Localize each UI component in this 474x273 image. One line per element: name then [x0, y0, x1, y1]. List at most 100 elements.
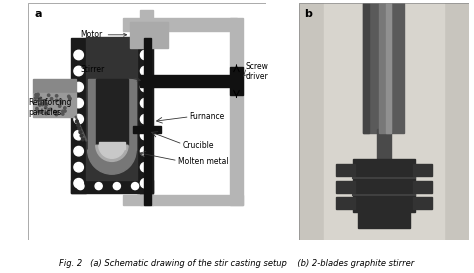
Circle shape: [69, 97, 71, 99]
Bar: [144, 38, 151, 205]
Circle shape: [45, 103, 47, 106]
Circle shape: [38, 104, 41, 106]
Bar: [144, 86, 151, 133]
Circle shape: [45, 103, 47, 106]
Circle shape: [79, 131, 82, 133]
Wedge shape: [99, 145, 125, 158]
Bar: [336, 197, 355, 209]
Circle shape: [140, 50, 150, 60]
Bar: [364, 3, 369, 133]
Wedge shape: [96, 145, 128, 161]
Circle shape: [44, 103, 46, 105]
Circle shape: [60, 102, 63, 104]
Circle shape: [74, 130, 83, 140]
Circle shape: [34, 97, 36, 99]
Circle shape: [43, 100, 46, 103]
Circle shape: [37, 93, 39, 96]
Circle shape: [80, 134, 83, 137]
Bar: [230, 67, 243, 95]
Circle shape: [41, 111, 43, 113]
Circle shape: [74, 66, 83, 76]
Circle shape: [68, 95, 70, 98]
Circle shape: [37, 110, 40, 112]
Circle shape: [59, 99, 62, 101]
Bar: [413, 197, 432, 209]
Bar: [413, 164, 432, 176]
Circle shape: [36, 107, 38, 110]
Circle shape: [140, 114, 150, 124]
Circle shape: [74, 162, 83, 172]
Text: Molten metal: Molten metal: [178, 157, 228, 166]
Bar: [96, 79, 128, 145]
Text: Screw
driver: Screw driver: [246, 62, 268, 81]
Circle shape: [140, 162, 150, 172]
Bar: [336, 181, 355, 193]
Circle shape: [140, 179, 150, 188]
Circle shape: [74, 146, 83, 156]
Bar: [140, 75, 235, 87]
Bar: [123, 18, 237, 31]
Bar: [33, 93, 76, 117]
Circle shape: [41, 103, 44, 106]
Bar: [353, 159, 415, 212]
Circle shape: [69, 98, 71, 100]
Circle shape: [64, 107, 66, 109]
Circle shape: [82, 138, 84, 141]
Bar: [379, 3, 391, 133]
Circle shape: [39, 97, 42, 100]
Circle shape: [140, 130, 150, 140]
Bar: [364, 3, 404, 133]
Bar: [137, 38, 153, 193]
Circle shape: [78, 127, 81, 130]
Text: b: b: [304, 9, 311, 19]
Text: a: a: [34, 9, 42, 19]
Bar: [140, 10, 153, 205]
Circle shape: [74, 179, 83, 188]
Circle shape: [40, 111, 42, 113]
Circle shape: [74, 50, 83, 60]
Bar: [123, 195, 243, 205]
Circle shape: [62, 113, 64, 115]
Circle shape: [74, 82, 83, 92]
Circle shape: [74, 98, 83, 108]
Bar: [358, 209, 410, 228]
Bar: [413, 181, 432, 193]
Bar: [33, 79, 76, 93]
Bar: [377, 129, 391, 164]
Circle shape: [36, 94, 39, 96]
Bar: [336, 164, 355, 176]
Text: Reinforcing
particles: Reinforcing particles: [28, 98, 72, 117]
Text: Stirrer: Stirrer: [81, 65, 140, 81]
Circle shape: [45, 106, 47, 109]
Circle shape: [47, 112, 49, 114]
Circle shape: [131, 183, 138, 190]
Bar: [324, 3, 444, 240]
Bar: [128, 79, 136, 150]
Circle shape: [75, 120, 78, 123]
Circle shape: [77, 183, 84, 190]
Circle shape: [140, 66, 150, 76]
Circle shape: [62, 110, 64, 112]
Bar: [71, 180, 153, 193]
Circle shape: [55, 95, 58, 97]
Text: Fig. 2   (a) Schematic drawing of the stir casting setup    (b) 2-blades graphit: Fig. 2 (a) Schematic drawing of the stir…: [59, 259, 415, 268]
Circle shape: [50, 97, 53, 100]
Circle shape: [113, 183, 120, 190]
Circle shape: [95, 183, 102, 190]
Wedge shape: [88, 150, 136, 174]
Bar: [86, 37, 137, 180]
Bar: [230, 18, 243, 205]
Circle shape: [35, 94, 37, 96]
Bar: [386, 3, 391, 133]
Circle shape: [140, 98, 150, 108]
Bar: [99, 142, 125, 149]
Text: Motor: Motor: [81, 30, 127, 39]
Circle shape: [77, 124, 80, 126]
Circle shape: [55, 113, 58, 116]
Circle shape: [74, 114, 83, 124]
Bar: [130, 22, 168, 48]
Bar: [71, 38, 86, 193]
Circle shape: [140, 146, 150, 156]
Text: Crucible: Crucible: [182, 141, 214, 150]
Circle shape: [36, 96, 38, 98]
